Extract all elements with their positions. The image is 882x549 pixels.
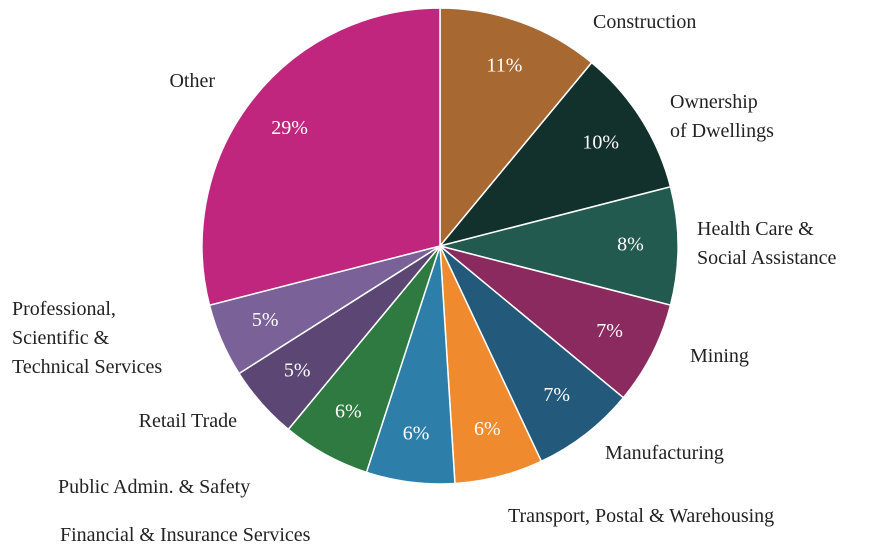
value-label: 6% [335, 400, 362, 422]
pie-slice [439, 7, 593, 249]
value-label: 5% [252, 309, 279, 331]
slice-label: Transport, Postal & Warehousing [508, 505, 775, 527]
value-label: 7% [543, 384, 570, 406]
pie-slice [439, 245, 672, 399]
value-label: 8% [617, 234, 644, 256]
pie-slice [437, 61, 672, 248]
slice-label: Mining [690, 345, 749, 367]
value-label: 11% [487, 54, 523, 76]
slice-label: Public Admin. & Safety [58, 476, 251, 498]
slice-label: Financial & Insurance Services [60, 524, 311, 546]
slice-label: Retail Trade [138, 410, 237, 432]
slice-label: Ownership of Dwellings [670, 91, 774, 142]
pie-slice [439, 245, 625, 463]
value-label: 10% [582, 132, 619, 154]
slice-label: Other [169, 70, 215, 92]
value-label: 5% [284, 360, 311, 382]
pie-slice [201, 7, 441, 307]
value-label: 6% [403, 422, 430, 444]
value-label: 29% [271, 117, 308, 139]
slice-label: Construction [593, 11, 697, 33]
value-label: 7% [596, 320, 623, 342]
slice-label: Manufacturing [605, 442, 724, 464]
value-label: 6% [474, 418, 501, 440]
slice-label: Professional, Scientific & Technical Ser… [12, 298, 163, 378]
slice-label: Health Care & Social Assistance [697, 218, 837, 269]
pie-slice [439, 185, 679, 307]
